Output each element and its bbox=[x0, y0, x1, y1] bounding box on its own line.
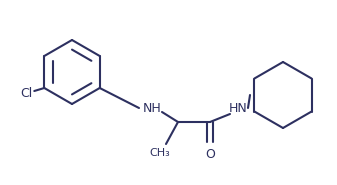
Text: NH: NH bbox=[143, 102, 161, 115]
Text: Cl: Cl bbox=[20, 87, 32, 100]
Text: HN: HN bbox=[228, 102, 247, 115]
Text: CH₃: CH₃ bbox=[150, 148, 171, 158]
Text: O: O bbox=[205, 149, 215, 162]
